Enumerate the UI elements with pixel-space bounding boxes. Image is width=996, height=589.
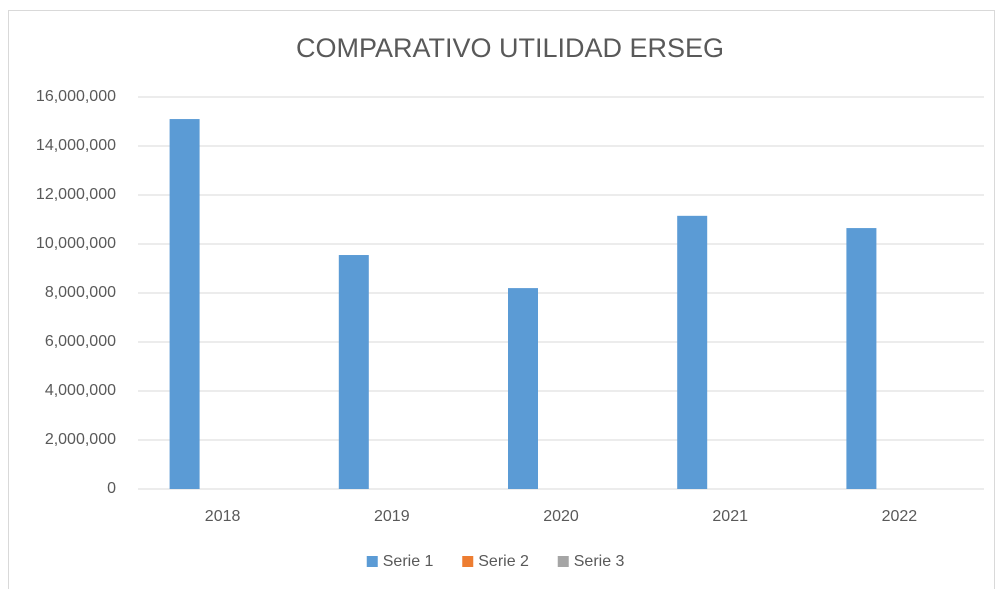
x-tick-label: 2021	[712, 508, 748, 525]
y-tick-label: 6,000,000	[45, 333, 116, 350]
bar	[508, 288, 538, 489]
legend-swatch	[557, 556, 569, 567]
y-tick-label: 4,000,000	[45, 382, 116, 399]
y-tick-label: 16,000,000	[36, 88, 116, 105]
x-tick-label: 2018	[205, 508, 241, 525]
legend-label: Serie 3	[574, 553, 625, 570]
x-tick-label: 2019	[374, 508, 410, 525]
legend-label: Serie 2	[478, 553, 529, 570]
bar	[677, 215, 708, 489]
y-tick-label: 8,000,000	[45, 284, 116, 301]
bar	[338, 255, 369, 489]
bar	[846, 228, 877, 489]
y-tick-label: 10,000,000	[36, 235, 116, 252]
y-tick-label: 2,000,000	[45, 431, 116, 448]
x-tick-label: 2022	[882, 508, 918, 525]
legend-label: Serie 1	[383, 553, 434, 570]
x-tick-label: 2020	[543, 508, 579, 525]
chart-title: COMPARATIVO UTILIDAD ERSEG	[296, 33, 724, 63]
y-tick-label: 0	[107, 480, 116, 497]
legend-swatch	[462, 556, 474, 567]
y-tick-label: 14,000,000	[36, 137, 116, 154]
legend-swatch	[366, 556, 378, 567]
y-tick-label: 12,000,000	[36, 186, 116, 203]
bar	[169, 119, 200, 490]
